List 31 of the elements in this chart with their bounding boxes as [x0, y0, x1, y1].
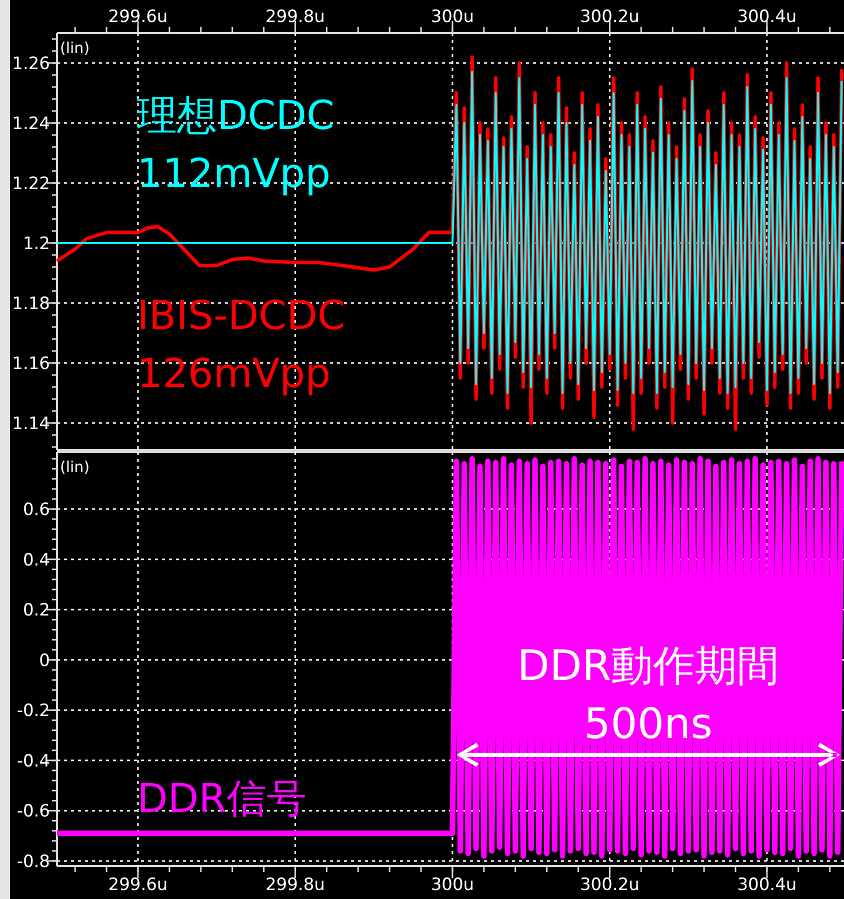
- x-tick-label: 300u: [430, 7, 474, 27]
- y-tick-label: 1.18: [12, 294, 50, 314]
- annotation: DDR動作期間 500ns: [517, 640, 780, 748]
- y-tick-label: 1.16: [12, 354, 50, 374]
- y-tick-label: 0.4: [22, 550, 50, 570]
- y-tick-label: 1.24: [12, 114, 50, 134]
- y-tick-label: -0.8: [16, 852, 50, 872]
- y-tick-label: 1.22: [12, 174, 50, 194]
- y-tick-label: 0: [39, 650, 50, 671]
- y-tick-label: 1.14: [12, 414, 50, 434]
- x-tick-label: 299.8u: [265, 875, 325, 895]
- x-tick-label: 300u: [430, 875, 474, 895]
- y-tick-label: -0.2: [16, 701, 50, 722]
- y-tick-label: 0.6: [22, 500, 50, 520]
- x-tick-label: 299.6u: [108, 875, 168, 895]
- series-label: DDR信号: [137, 776, 306, 822]
- annotation: (lin): [60, 458, 90, 476]
- annotation: (lin): [60, 39, 90, 57]
- x-tick-label: 300.2u: [580, 875, 640, 895]
- series-label: 理想DCDC 112mVpp: [137, 92, 334, 197]
- x-tick-label: 300.4u: [737, 7, 797, 27]
- y-tick-label: -0.6: [16, 802, 50, 822]
- x-tick-label: 299.6u: [108, 7, 168, 27]
- x-tick-label: 300.4u: [737, 875, 797, 895]
- y-tick-label: 1.2: [22, 234, 50, 254]
- y-tick-label: 1.26: [12, 54, 50, 74]
- y-tick-label: 0.2: [22, 600, 50, 621]
- x-tick-label: 299.8u: [265, 7, 325, 27]
- series-label: IBIS-DCDC 126mVpp: [137, 293, 346, 398]
- x-tick-label: 300.2u: [580, 7, 640, 27]
- y-tick-label: -0.4: [16, 751, 50, 772]
